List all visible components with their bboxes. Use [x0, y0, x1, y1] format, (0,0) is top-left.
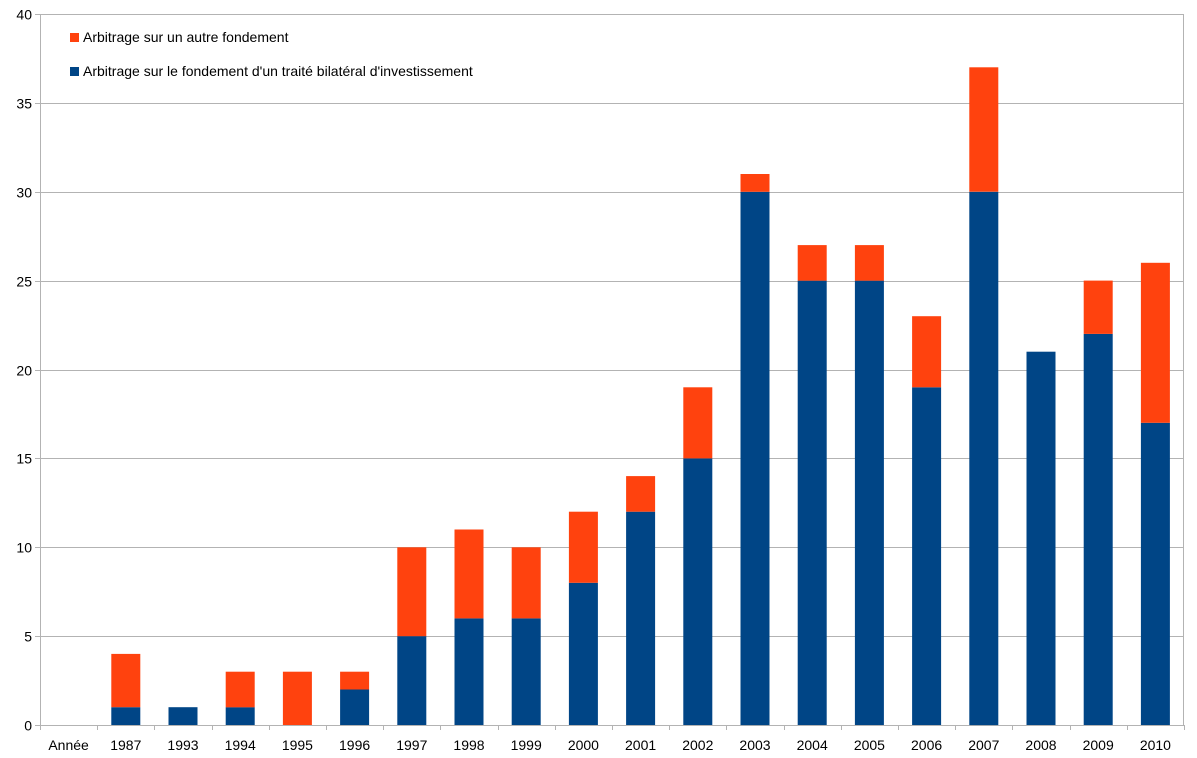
bar-segment-autre-fondement: [1083, 280, 1113, 334]
bar-segment-traite-bilateral: [454, 618, 484, 725]
legend-swatch: [70, 33, 79, 42]
x-tick-label: 1997: [396, 737, 427, 753]
y-tick-label: 25: [16, 274, 32, 290]
bar-segment-autre-fondement: [854, 245, 884, 281]
bar-segment-autre-fondement: [797, 245, 827, 281]
x-tick-label: 1995: [282, 737, 313, 753]
y-tick-label: 0: [24, 718, 32, 734]
bar-segment-autre-fondement: [511, 547, 541, 619]
x-tick-label: 1998: [453, 737, 484, 753]
legend-label: Arbitrage sur le fondement d'un traité b…: [83, 63, 473, 79]
bar-segment-traite-bilateral: [111, 707, 141, 725]
x-tick-label: 1994: [225, 737, 256, 753]
legend: Arbitrage sur un autre fondement Arbitrag…: [70, 29, 473, 79]
bar-segment-traite-bilateral: [854, 280, 884, 725]
x-tick-label: 2001: [625, 737, 656, 753]
y-tick-label: 10: [16, 540, 32, 556]
x-tick-label: 1999: [511, 737, 542, 753]
x-tick-label: 1993: [167, 737, 198, 753]
bar-segment-traite-bilateral: [740, 191, 770, 726]
x-tick-label: 2006: [911, 737, 942, 753]
bar-segment-autre-fondement: [683, 387, 713, 459]
bar-segment-traite-bilateral: [168, 707, 198, 725]
bar-segment-autre-fondement: [282, 671, 312, 725]
bar-segment-traite-bilateral: [1026, 351, 1056, 725]
legend-label: Arbitrage sur un autre fondement: [83, 29, 289, 45]
bars: [111, 67, 1170, 726]
bar-segment-autre-fondement: [912, 316, 942, 388]
y-tick-label: 15: [16, 451, 32, 467]
x-tick-label: Année: [48, 737, 89, 753]
bar-segment-traite-bilateral: [912, 387, 942, 725]
y-tick-label: 40: [16, 7, 32, 23]
bar-segment-traite-bilateral: [1083, 333, 1113, 725]
y-tick-label: 35: [16, 96, 32, 112]
legend-swatch: [70, 67, 79, 76]
grid-lines: [35, 14, 1185, 730]
x-tick-label: 2009: [1083, 737, 1114, 753]
x-tick-label: 2002: [682, 737, 713, 753]
x-tick-label: 1987: [110, 737, 141, 753]
bar-segment-autre-fondement: [111, 653, 141, 708]
x-tick-label: 2008: [1025, 737, 1056, 753]
bar-segment-autre-fondement: [626, 476, 656, 512]
bar-segment-traite-bilateral: [397, 636, 427, 725]
y-tick-label: 5: [24, 629, 32, 645]
x-tick-label: 2010: [1140, 737, 1171, 753]
y-tick-label: 20: [16, 363, 32, 379]
bar-segment-autre-fondement: [454, 529, 484, 619]
bar-segment-traite-bilateral: [969, 191, 999, 726]
bar-segment-autre-fondement: [568, 511, 598, 583]
bar-segment-traite-bilateral: [511, 618, 541, 725]
bar-segment-autre-fondement: [1140, 262, 1170, 423]
bar-segment-traite-bilateral: [225, 707, 255, 725]
bar-segment-traite-bilateral: [340, 689, 370, 725]
x-tick-label: 2004: [797, 737, 828, 753]
bar-segment-traite-bilateral: [683, 458, 713, 725]
x-tick-label: 2005: [854, 737, 885, 753]
y-tick-labels: 0 5 10 15 20 25 30 35 40: [16, 7, 32, 734]
y-tick-label: 30: [16, 185, 32, 201]
bar-segment-autre-fondement: [397, 547, 427, 637]
bar-segment-autre-fondement: [969, 67, 999, 192]
x-tick-label: 2003: [739, 737, 770, 753]
bar-segment-traite-bilateral: [568, 582, 598, 725]
bar-segment-autre-fondement: [740, 174, 770, 192]
x-tick-label: 2000: [568, 737, 599, 753]
x-tick-label: 1996: [339, 737, 370, 753]
bar-segment-autre-fondement: [340, 671, 370, 690]
x-tick-label: 2007: [968, 737, 999, 753]
x-tick-labels: Année 1987 1993 1994 1995 1996 1997 1998 1999 200…: [48, 737, 1171, 753]
bar-segment-traite-bilateral: [797, 280, 827, 725]
bar-segment-traite-bilateral: [626, 511, 656, 725]
bar-segment-autre-fondement: [225, 671, 255, 708]
bar-segment-traite-bilateral: [1140, 422, 1170, 725]
